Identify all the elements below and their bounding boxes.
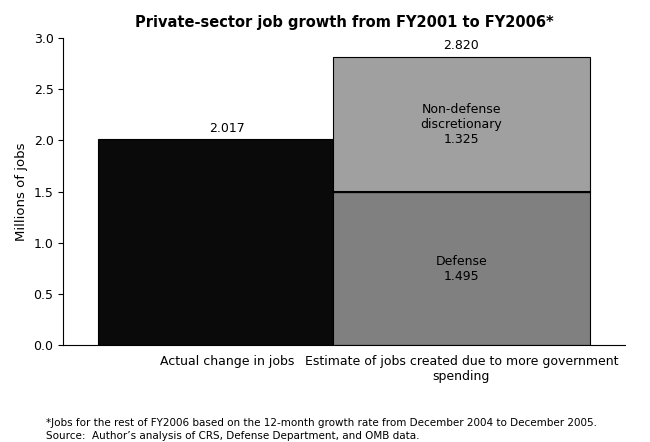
Title: Private-sector job growth from FY2001 to FY2006*: Private-sector job growth from FY2001 to…: [135, 15, 554, 30]
Bar: [98, 139, 356, 345]
Text: *Jobs for the rest of FY2006 based on the 12-month growth rate from December 200: *Jobs for the rest of FY2006 based on th…: [46, 418, 597, 428]
Text: Defense
1.495: Defense 1.495: [436, 255, 487, 282]
Text: 2.017: 2.017: [209, 122, 245, 135]
Y-axis label: Millions of jobs: Millions of jobs: [15, 142, 28, 241]
Text: 2.820: 2.820: [443, 39, 479, 53]
Bar: [333, 57, 590, 192]
Text: Non-defense
discretionary
1.325: Non-defense discretionary 1.325: [421, 103, 502, 146]
Bar: [333, 192, 590, 345]
Text: Source:  Author’s analysis of CRS, Defense Department, and OMB data.: Source: Author’s analysis of CRS, Defens…: [46, 431, 419, 441]
